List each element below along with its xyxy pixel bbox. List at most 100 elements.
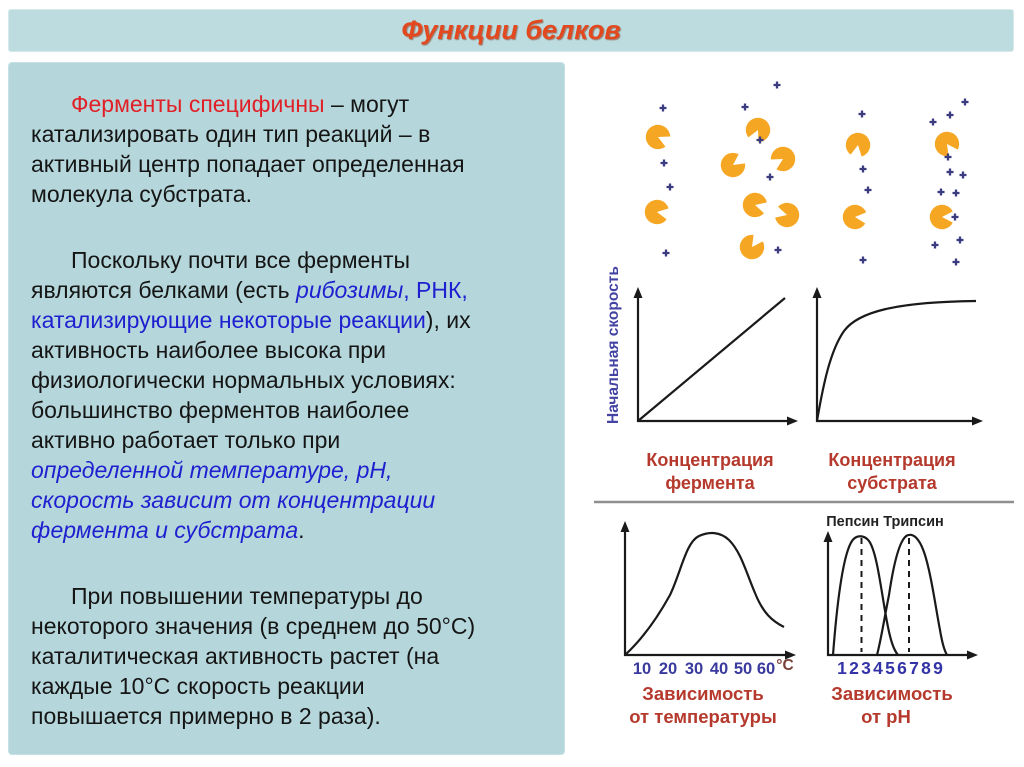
temp-unit-label: °C	[776, 657, 793, 674]
enzyme-icon	[845, 132, 871, 157]
text-segment: некоторого значения (в среднем до 50°С)	[31, 613, 476, 639]
substrate-plus-icon	[660, 159, 668, 167]
right-graph-caption: Концентрация	[828, 450, 955, 470]
text-line: повышается примерно в 2 раза).	[31, 701, 552, 731]
title-bar: Функции белков	[8, 9, 1014, 52]
text-line: катализировать один тип реакций – в	[31, 119, 552, 149]
ph-tick-label: 5	[885, 658, 895, 678]
enzyme-icon	[775, 202, 800, 228]
axis-arrow	[633, 287, 643, 298]
text-segment: каждые 10°С скорость реакции	[31, 673, 365, 699]
enzyme-icon	[842, 204, 867, 230]
enzyme-icon	[645, 124, 671, 150]
temp-tick-label: 60	[757, 660, 775, 678]
left-graph-caption: Концентрация	[646, 450, 773, 470]
text-segment: ), их	[425, 307, 471, 333]
text-segment: ,	[403, 277, 417, 303]
enzyme-substrate-figure	[644, 81, 969, 266]
substrate-plus-icon	[774, 246, 782, 254]
temp-tick-label: 40	[710, 660, 728, 678]
substrate-plus-icon	[952, 258, 960, 266]
temperature-caption: Зависимость	[642, 683, 764, 704]
substrate-plus-icon	[666, 183, 674, 191]
text-segment: рибозимы	[296, 277, 404, 303]
linear-rate-curve	[637, 297, 786, 422]
text-line: являются белками (есть рибозимы, РНК,	[31, 275, 552, 305]
left-graph-caption: фермента	[665, 473, 755, 493]
enzyme-icon	[644, 199, 669, 225]
enzyme-icon	[742, 192, 767, 218]
ph-tick-label: 9	[933, 658, 943, 678]
axis-arrow	[787, 416, 798, 426]
axis-arrow	[620, 521, 630, 532]
text-segment: физиологически нормальных условиях:	[31, 367, 456, 393]
text-segment: определенной температуре, pH,	[31, 457, 393, 483]
text-segment: Ферменты специфичны	[71, 91, 325, 117]
enzyme-icon	[934, 131, 960, 157]
text-line: каждые 10°С скорость реакции	[31, 671, 552, 701]
figure-area: Начальная скорость Концентрация фермента Ко…	[565, 62, 1024, 755]
paragraph: При повышении температуры до некоторого з…	[31, 581, 552, 731]
right-axes	[815, 294, 976, 423]
substrate-plus-icon	[756, 136, 764, 144]
axis-arrow	[972, 416, 983, 426]
text-line: физиологически нормальных условиях:	[31, 365, 552, 395]
substrate-plus-icon	[946, 168, 954, 176]
substrate-plus-icon	[659, 104, 667, 112]
axis-arrow	[812, 287, 822, 298]
text-line: Поскольку почти все ферменты	[31, 245, 552, 275]
enzyme-icon	[770, 146, 796, 172]
text-segment: фермента и субстрата	[31, 517, 299, 543]
text-segment: При повышении температуры до	[71, 583, 423, 609]
substrate-plus-icon	[929, 118, 937, 126]
ph-tick-label: 1	[837, 658, 847, 678]
text-line: некоторого значения (в среднем до 50°С)	[31, 611, 552, 641]
pepsin-curve	[831, 535, 899, 656]
text-segment: Поскольку почти все ферменты	[71, 247, 411, 273]
substrate-plus-icon	[946, 111, 954, 119]
ph-tick-label: 4	[873, 658, 883, 678]
text-segment: катализирующие некоторые реакции	[31, 307, 426, 333]
text-segment: активный центр попадает определенная	[31, 151, 465, 177]
text-segment: катализировать один тип реакций – в	[31, 121, 431, 147]
paragraph: Ферменты специфичны – могут катализироват…	[31, 89, 552, 209]
enzyme-icon	[720, 152, 746, 178]
substrate-plus-icon	[859, 256, 867, 264]
text-segment: .	[298, 517, 305, 543]
text-segment: большинство ферментов наиболее	[31, 397, 410, 423]
temp-tick-label: 50	[734, 660, 752, 678]
ph-tick-label: 2	[849, 658, 859, 678]
substrate-plus-icon	[773, 81, 781, 89]
text-line: каталитическая активность растет (на	[31, 641, 552, 671]
temperature-curve	[624, 531, 785, 656]
enzyme-icon	[929, 204, 953, 230]
saturation-rate-curve	[815, 299, 977, 422]
temperature-caption: от температуры	[629, 706, 777, 727]
substrate-plus-icon	[662, 249, 670, 257]
ph-tick-label: 6	[897, 658, 907, 678]
temperature-axes	[623, 528, 789, 657]
ph-caption: Зависимость	[831, 683, 953, 704]
y-axis-label: Начальная скорость	[605, 266, 622, 424]
text-line: активно работает только при	[31, 425, 552, 455]
temp-tick-label: 20	[659, 660, 677, 678]
text-line: Ферменты специфичны – могут	[31, 89, 552, 119]
substrate-plus-icon	[766, 173, 774, 181]
rate-graphs-figure: Начальная скорость Концентрация фермента Ко…	[605, 266, 983, 493]
text-line: большинство ферментов наиболее	[31, 395, 552, 425]
substrate-plus-icon	[952, 189, 960, 197]
text-panel: Ферменты специфичны – могут катализироват…	[8, 62, 565, 755]
substrate-plus-icon	[931, 241, 939, 249]
text-line: скорость зависит от концентрации	[31, 485, 552, 515]
text-line: катализирующие некоторые реакции), их	[31, 305, 552, 335]
substrate-plus-icon	[864, 186, 872, 194]
ph-axes	[826, 538, 971, 657]
text-line: молекула субстрата.	[31, 179, 552, 209]
substrate-plus-icon	[956, 236, 964, 244]
substrate-plus-icon	[944, 153, 952, 161]
axis-arrow	[785, 650, 796, 660]
substrate-plus-icon	[951, 213, 959, 221]
text-segment: скорость зависит от концентрации	[31, 487, 436, 513]
